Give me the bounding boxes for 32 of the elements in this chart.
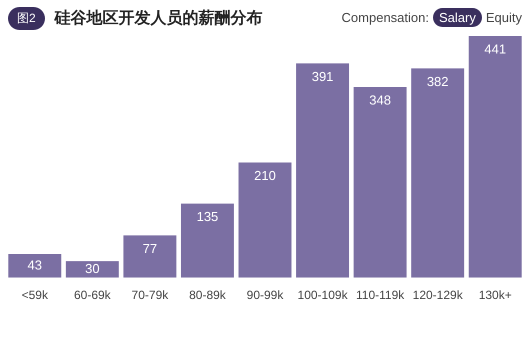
data-label: 135 [196, 209, 218, 224]
x-tick-label: <59k [22, 288, 49, 302]
x-tick-label: 80-89k [189, 288, 227, 302]
bar [123, 235, 176, 278]
caption: 图2 [8, 6, 45, 30]
data-label: 348 [369, 92, 391, 108]
bar [468, 36, 522, 278]
x-tick-label: 120-129k [412, 288, 464, 302]
bar [66, 261, 119, 278]
data-label: 43 [28, 257, 42, 272]
text: Equity [486, 10, 522, 25]
bar [354, 86, 407, 278]
data-label: 391 [312, 68, 334, 84]
text: Compensation: [342, 10, 429, 25]
data-label: 441 [484, 42, 506, 57]
bar [180, 204, 234, 278]
bar [411, 68, 464, 278]
x-tick-label: 110-119k [356, 288, 406, 302]
bar [238, 162, 292, 278]
x-tick-label: 60-69k [74, 288, 112, 302]
data-label: 77 [142, 240, 158, 256]
text: Salary [433, 8, 482, 27]
data-label: 382 [426, 74, 449, 89]
bar [8, 254, 62, 278]
x-tick-label: 100-109k [298, 288, 349, 302]
x-tick-label: 130k+ [478, 288, 512, 302]
x-tick-label: 70-79k [132, 288, 170, 302]
chart-title: 硅谷地区开发人员的薪酬分布 [54, 8, 263, 28]
x-tick-label: 90-99k [246, 288, 284, 302]
data-label: 210 [254, 168, 276, 184]
bar [296, 63, 350, 278]
data-label: 30 [85, 260, 100, 276]
